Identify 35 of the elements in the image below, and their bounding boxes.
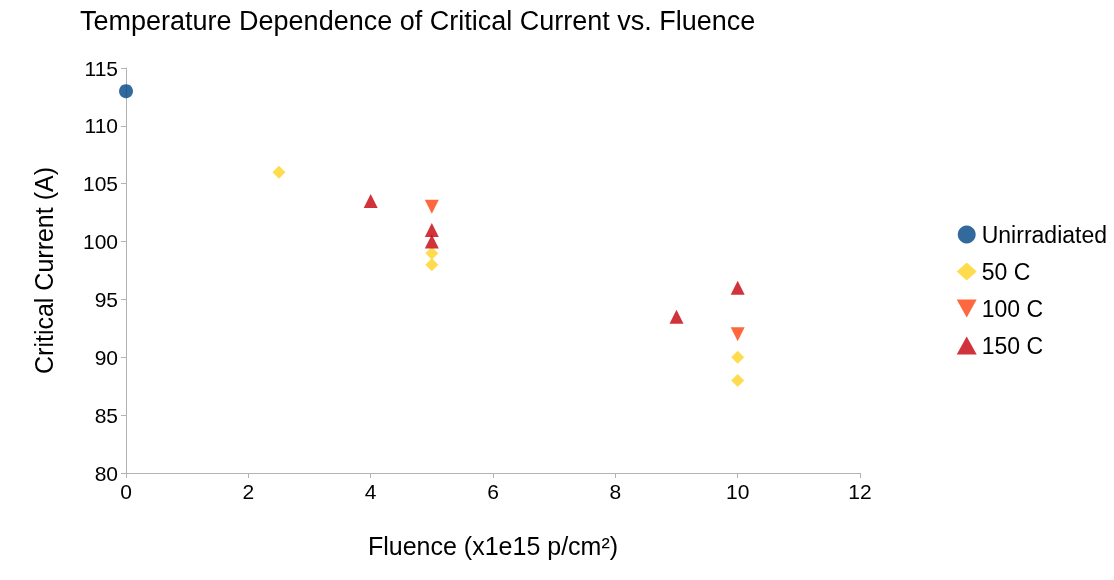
point	[119, 84, 133, 99]
y-tick-label: 80	[94, 461, 118, 485]
y-tick-label: 95	[94, 287, 118, 311]
point	[730, 280, 745, 295]
x-tick-label: 0	[120, 480, 132, 503]
point	[731, 373, 745, 387]
point	[730, 327, 745, 342]
x-axis-title: Fluence (x1e15 p/cm²)	[367, 531, 619, 560]
point	[731, 350, 745, 364]
legend-label: 150 C	[981, 332, 1044, 359]
y-tick-label: 100	[82, 230, 118, 254]
chart-title: Temperature Dependence of Critical Current vs. Fluence	[80, 5, 756, 36]
point	[669, 309, 684, 324]
point	[272, 165, 286, 179]
y-axis-title: Critical Current (A)	[29, 167, 58, 374]
legend-label: 50 C	[981, 258, 1031, 285]
y-tick-label: 105	[82, 172, 118, 196]
y-tick-label: 115	[84, 56, 118, 80]
point	[424, 234, 439, 249]
y-tick-label: 90	[94, 345, 118, 369]
point	[425, 258, 439, 272]
point	[425, 246, 439, 260]
x-tick-label: 10	[725, 480, 750, 503]
point	[424, 199, 439, 214]
point	[363, 194, 378, 209]
y-tick-label: 110	[84, 114, 118, 138]
x-tick-label: 4	[364, 480, 377, 503]
x-tick-label: 12	[848, 480, 872, 503]
legend-label: 100 C	[981, 295, 1044, 322]
x-tick-label: 8	[609, 480, 622, 503]
y-tick-label: 85	[94, 403, 118, 427]
legend-label: Unirradiated	[981, 221, 1108, 248]
x-tick-label: 6	[487, 480, 499, 503]
point	[424, 223, 439, 237]
x-tick-label: 2	[242, 480, 255, 503]
